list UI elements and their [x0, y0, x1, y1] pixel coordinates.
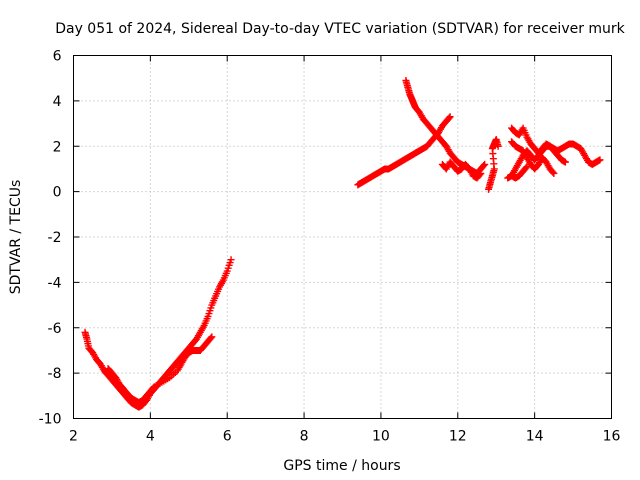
x-axis-label: GPS time / hours — [283, 458, 400, 474]
data-point — [596, 156, 604, 164]
x-tick-label: 2 — [69, 429, 78, 445]
data-point — [480, 162, 488, 170]
chart-title: Day 051 of 2024, Sidereal Day-to-day VTE… — [55, 21, 625, 37]
data-point — [476, 171, 484, 179]
data-points — [81, 76, 604, 411]
y-axis-label: SDTVAR / TECUs — [8, 180, 24, 295]
x-tick-label: 12 — [449, 429, 467, 445]
y-tick-label: -2 — [48, 230, 62, 246]
data-point — [523, 163, 531, 171]
data-point — [561, 158, 569, 166]
y-tick-label: -8 — [48, 366, 62, 382]
data-point — [446, 113, 454, 121]
x-tick-label: 14 — [526, 429, 544, 445]
data-point — [550, 169, 558, 177]
y-tick-label: -10 — [39, 412, 62, 428]
x-axis: 2 4 6 8 10 12 14 16 — [69, 55, 621, 445]
x-tick-label: 6 — [223, 429, 232, 445]
y-tick-label: 2 — [53, 139, 62, 155]
data-point — [227, 256, 235, 264]
data-point — [207, 334, 215, 342]
data-point — [477, 169, 485, 177]
data-point — [522, 164, 530, 172]
data-point — [445, 114, 453, 122]
y-axis: -10 -8 -6 -4 -2 0 2 4 6 — [39, 49, 612, 428]
y-tick-label: -6 — [48, 321, 62, 337]
data-point — [549, 168, 557, 176]
data-point — [494, 142, 502, 150]
data-point — [481, 160, 489, 168]
y-tick-label: 4 — [53, 94, 62, 110]
x-tick-label: 8 — [300, 429, 309, 445]
y-tick-label: -4 — [48, 275, 62, 291]
x-tick-label: 4 — [146, 429, 155, 445]
x-tick-label: 16 — [603, 429, 621, 445]
x-tick-label: 10 — [372, 429, 390, 445]
grid — [73, 55, 612, 419]
y-tick-label: 6 — [53, 49, 62, 65]
y-tick-label: 0 — [53, 185, 62, 201]
data-point — [208, 333, 216, 341]
